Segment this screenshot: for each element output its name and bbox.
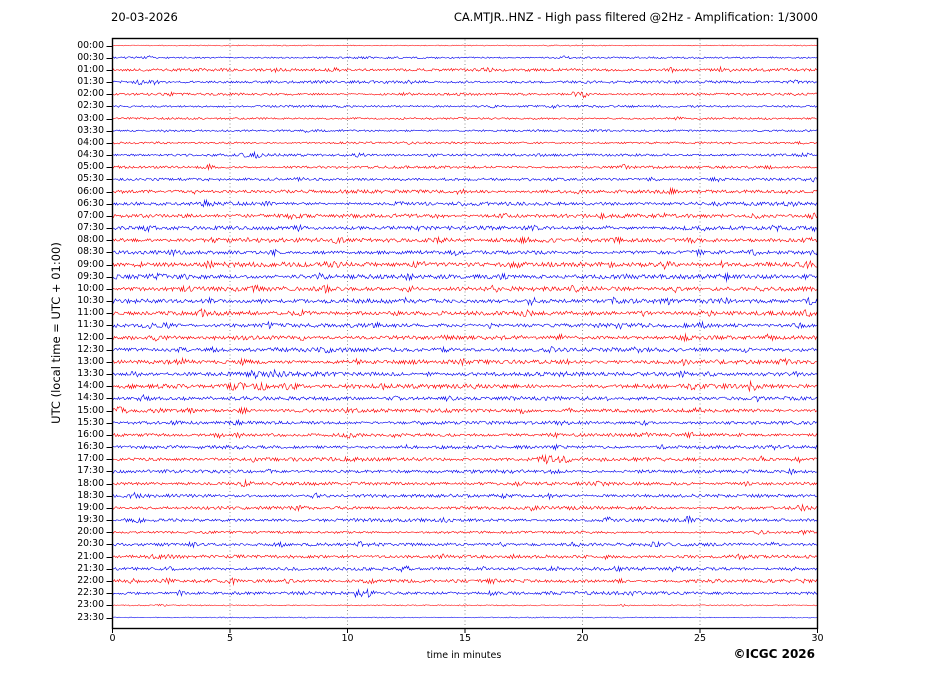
y-tick-label: 10:30	[77, 295, 104, 307]
y-tick-label: 04:30	[77, 149, 104, 161]
y-tick-label: 19:00	[77, 501, 104, 513]
y-tick-label: 07:30	[77, 222, 104, 234]
y-tick-label: 00:00	[77, 39, 104, 51]
copyright-label: ©ICGC 2026	[733, 647, 815, 661]
y-tick-label: 06:00	[77, 185, 104, 197]
x-tick-label: 15	[458, 633, 472, 644]
y-tick-label: 12:30	[77, 343, 104, 355]
y-tick-label: 09:00	[77, 258, 104, 270]
y-tick-label: 02:00	[77, 88, 104, 100]
y-tick-label: 02:30	[77, 100, 104, 112]
y-tick-label: 21:30	[77, 562, 104, 574]
y-tick-label: 18:00	[77, 477, 104, 489]
x-tick-label: 10	[341, 633, 354, 644]
y-tick-label: 22:30	[77, 587, 104, 599]
y-tick-label: 16:00	[77, 428, 104, 440]
y-tick-label: 23:00	[77, 599, 104, 611]
y-tick-label: 03:30	[77, 124, 104, 136]
plot-title: CA.MTJR..HNZ - High pass filtered @2Hz -…	[453, 10, 818, 24]
date-label: 20-03-2026	[111, 10, 178, 24]
y-tick-label: 07:00	[77, 209, 104, 221]
x-tick-label: 30	[811, 633, 824, 644]
y-tick-label: 04:00	[77, 136, 104, 148]
y-tick-label: 00:30	[77, 51, 104, 63]
y-tick-label: 09:30	[77, 270, 104, 282]
y-tick-label: 08:00	[77, 234, 104, 246]
y-tick-label: 14:00	[77, 380, 104, 392]
y-tick-label: 23:30	[77, 611, 104, 623]
y-tick-label: 20:00	[77, 526, 104, 538]
y-tick-label: 20:30	[77, 538, 104, 550]
x-tick-label: 0	[109, 633, 116, 644]
y-tick-label: 21:00	[77, 550, 104, 562]
y-tick-label: 08:30	[77, 246, 104, 258]
y-tick-label: 17:30	[77, 465, 104, 477]
y-tick-label: 13:30	[77, 368, 104, 380]
y-tick-label: 05:00	[77, 161, 104, 173]
y-tick-label: 22:00	[77, 574, 104, 586]
y-tick-label: 11:30	[77, 319, 104, 331]
y-tick-label: 03:00	[77, 112, 104, 124]
y-tick-label: 15:00	[77, 404, 104, 416]
y-tick-label: 14:30	[77, 392, 104, 404]
x-tick-label: 25	[693, 633, 707, 644]
y-tick-label: 19:30	[77, 514, 104, 526]
y-tick-label: 01:30	[77, 76, 104, 87]
y-tick-label: 11:00	[77, 307, 104, 319]
y-tick-label: 06:30	[77, 197, 104, 209]
y-tick-label: 13:00	[77, 355, 104, 367]
y-tick-label: 15:30	[77, 416, 104, 428]
y-tick-label: 16:30	[77, 441, 104, 453]
x-axis-label: time in minutes	[426, 650, 502, 661]
y-tick-label: 18:30	[77, 489, 104, 501]
y-tick-label: 05:30	[77, 173, 104, 185]
x-tick-label: 5	[226, 633, 234, 644]
y-tick-label: 10:00	[77, 282, 104, 294]
y-tick-label: 01:00	[77, 63, 104, 75]
x-tick-label: 20	[576, 633, 589, 644]
y-tick-label: 12:00	[77, 331, 104, 343]
y-tick-label: 17:00	[77, 453, 104, 465]
